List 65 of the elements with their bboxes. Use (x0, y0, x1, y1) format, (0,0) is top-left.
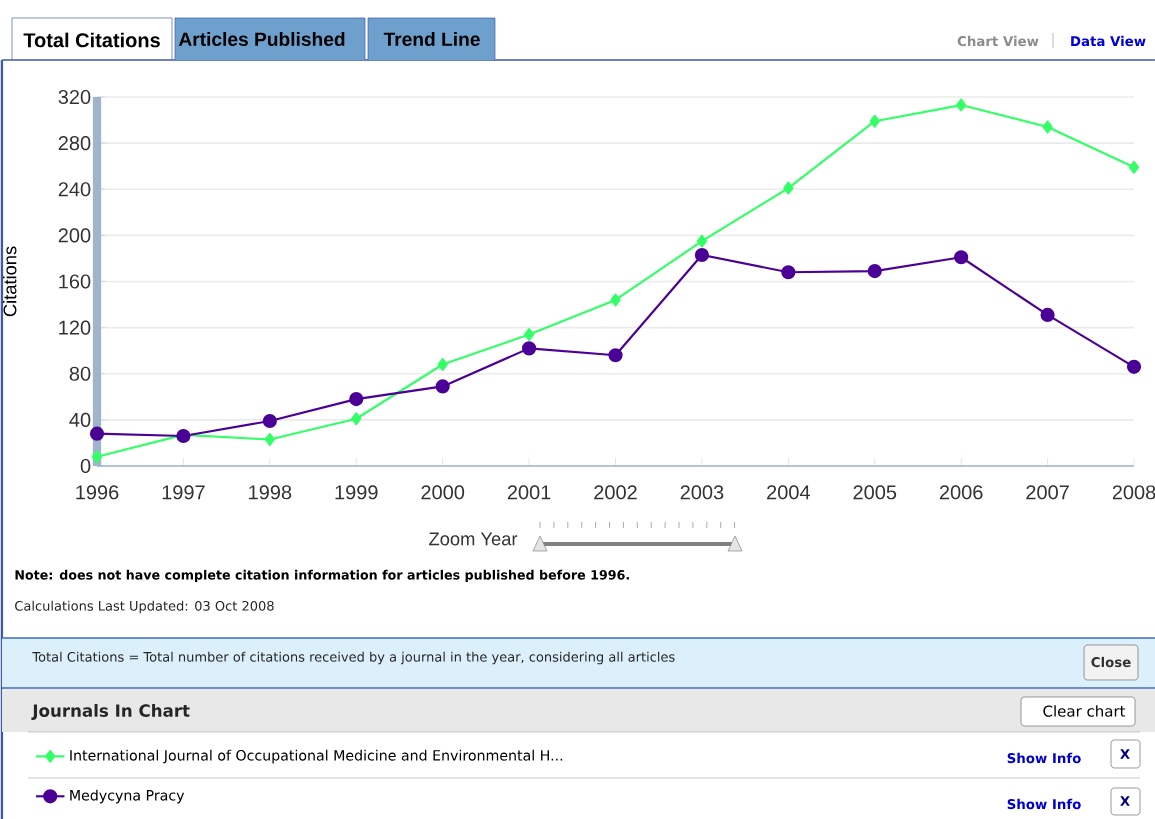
point (1042, 120, 1053, 134)
text: X (1120, 749, 1130, 759)
x-tick-label: 2000 (421, 485, 465, 500)
legend-label: International Journal of Occupational Medicine and Environmental H... (70, 749, 563, 764)
x-tick-label: 2002 (594, 485, 637, 500)
point (264, 433, 275, 446)
text: Chart View (957, 35, 1039, 47)
point (435, 379, 450, 394)
x-tick-label: 2005 (853, 485, 897, 500)
text: Total Citations = Total number of citations received by a journal in the year, considering all articles (32, 651, 675, 665)
x-tick-label: 1999 (335, 485, 378, 500)
text: Articles Published (178, 31, 345, 47)
point (1128, 160, 1140, 174)
y-tick-label: 120 (59, 320, 91, 335)
point (867, 264, 882, 279)
x-tick-label: 2001 (507, 485, 551, 500)
point (781, 265, 796, 280)
y-tick-label: 200 (58, 228, 91, 243)
point (524, 328, 535, 341)
point (91, 450, 103, 464)
point (262, 413, 277, 429)
text: Trend Line (383, 31, 480, 47)
x-tick-label: 2008 (1112, 485, 1155, 500)
point (869, 114, 880, 128)
x-tick-label: 2004 (767, 485, 810, 500)
y-tick-label: 40 (69, 412, 91, 427)
point (783, 181, 794, 195)
y-tick-label: 280 (58, 136, 91, 151)
point (956, 98, 967, 112)
point (522, 341, 537, 356)
x-tick-label: 1996 (76, 485, 119, 500)
point (954, 250, 969, 265)
point (351, 412, 362, 426)
x-tick-label: 2003 (680, 485, 724, 500)
point (349, 392, 364, 407)
y-tick-label: 320 (58, 89, 91, 105)
point (696, 234, 708, 248)
text: Close (1091, 656, 1131, 668)
y-axis-title: Citations (2, 246, 17, 317)
point (1040, 307, 1055, 323)
point (610, 293, 621, 307)
x-tick-label: 1998 (249, 485, 292, 500)
point (437, 358, 448, 371)
text: Note: does not have complete citation information for articles published before 1996. (15, 569, 629, 583)
text: Show Info (1007, 798, 1081, 810)
text: Journals In Chart (31, 703, 190, 720)
legend-label: Medycyna Pracy (70, 789, 185, 804)
x-tick-label: 2006 (939, 485, 983, 500)
point (694, 247, 710, 263)
text: X (1120, 796, 1130, 806)
x-tick-label: 1997 (162, 485, 205, 500)
x-tick-label: 2007 (1026, 485, 1069, 500)
point (89, 426, 105, 441)
text: Data View (1071, 35, 1146, 47)
y-tick-label: 240 (58, 182, 91, 197)
y-tick-label: 80 (69, 366, 91, 381)
text: Show Info (1007, 752, 1081, 764)
text: Calculations Last Updated: 03 Oct 2008 (15, 600, 274, 614)
text: Zoom Year (429, 532, 518, 546)
point (1126, 359, 1142, 374)
y-tick-label: 0 (80, 458, 91, 474)
text: Clear chart (1043, 705, 1126, 717)
y-tick-label: 160 (59, 274, 91, 289)
point (608, 348, 623, 363)
chart-title: Total Citations (23, 32, 160, 48)
